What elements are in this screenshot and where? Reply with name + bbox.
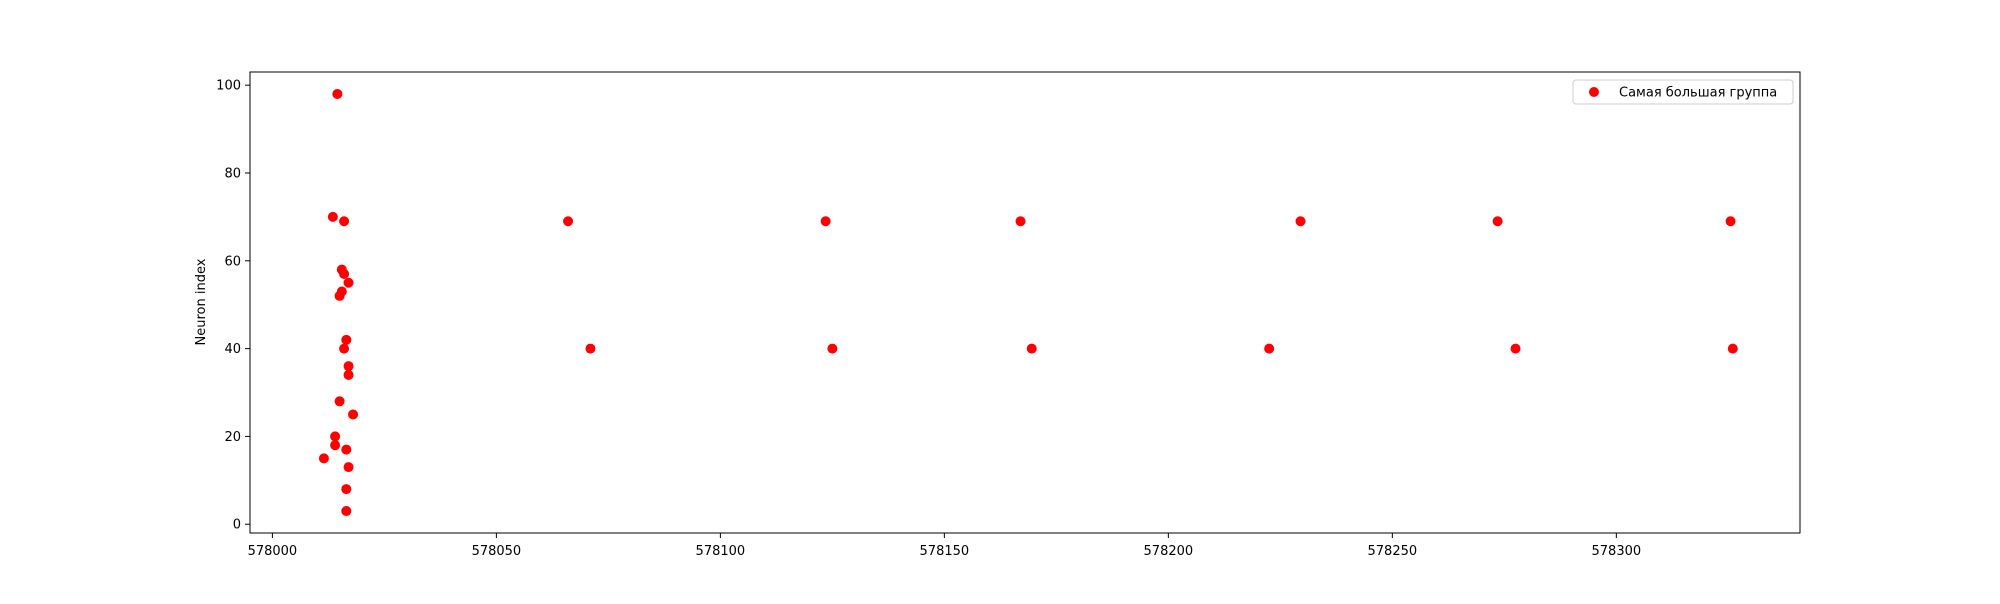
data-point: [343, 361, 354, 372]
x-tick-label: 578150: [920, 544, 970, 559]
x-tick-label: 578050: [472, 544, 522, 559]
data-point: [1510, 343, 1521, 354]
data-point: [585, 343, 596, 354]
y-tick-label: 60: [224, 254, 241, 269]
x-tick-label: 578200: [1144, 544, 1194, 559]
data-point: [1295, 216, 1306, 227]
legend-box: [1572, 79, 1794, 105]
data-point: [1492, 216, 1503, 227]
legend: Самая большая группа: [1572, 79, 1794, 105]
data-point: [1015, 216, 1026, 227]
data-point: [1727, 343, 1738, 354]
data-points: [318, 88, 1738, 517]
data-point: [330, 440, 341, 451]
data-point: [339, 343, 350, 354]
plot-frame: [249, 71, 1801, 534]
legend-label: Самая большая группа: [1619, 86, 1777, 101]
y-axis-ticks: 0 20 40 60 80 100: [216, 79, 250, 533]
data-point: [339, 268, 350, 279]
x-tick-label: 578000: [248, 544, 298, 559]
data-point: [341, 444, 352, 455]
data-point: [330, 431, 341, 442]
y-axis-label: Neuron index: [194, 258, 209, 345]
x-tick-label: 578300: [1592, 544, 1642, 559]
data-point: [332, 88, 343, 99]
data-point: [563, 216, 574, 227]
y-tick-label: 0: [233, 518, 241, 533]
data-point: [1725, 216, 1736, 227]
x-axis-ticks: 578000 578050 578100 578150 578200 578250 5783…: [248, 533, 1642, 559]
plot-area: [250, 72, 1800, 533]
data-point: [327, 211, 338, 222]
data-point: [341, 484, 352, 495]
data-point: [339, 216, 350, 227]
data-point: [318, 453, 329, 464]
data-point: [348, 409, 359, 420]
y-tick-label: 100: [216, 79, 241, 94]
data-point: [334, 290, 345, 301]
data-point: [827, 343, 838, 354]
data-point: [334, 396, 345, 407]
data-point: [341, 506, 352, 517]
y-tick-label: 20: [224, 430, 241, 445]
data-point: [820, 216, 831, 227]
data-point: [343, 277, 354, 288]
legend-marker: [1589, 87, 1599, 97]
data-point: [343, 462, 354, 473]
x-tick-label: 578100: [696, 544, 746, 559]
data-point: [341, 334, 352, 345]
data-point: [343, 369, 354, 380]
y-tick-label: 40: [224, 342, 241, 357]
data-point: [1264, 343, 1275, 354]
data-point: [1026, 343, 1037, 354]
y-tick-label: 80: [224, 166, 241, 181]
x-tick-label: 578250: [1368, 544, 1418, 559]
